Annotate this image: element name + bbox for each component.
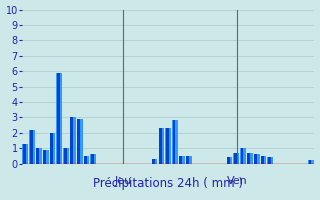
- Bar: [308, 160, 314, 164]
- Bar: [43, 150, 49, 164]
- Bar: [165, 128, 171, 164]
- Bar: [172, 120, 178, 164]
- Bar: [50, 133, 53, 164]
- Bar: [152, 159, 155, 164]
- Bar: [159, 128, 162, 164]
- Bar: [233, 153, 239, 164]
- Bar: [166, 128, 169, 164]
- Bar: [241, 148, 244, 164]
- Bar: [84, 156, 87, 164]
- Bar: [70, 117, 73, 164]
- Bar: [152, 159, 157, 164]
- Bar: [172, 120, 175, 164]
- Bar: [247, 153, 253, 164]
- Bar: [261, 156, 264, 164]
- Bar: [234, 153, 236, 164]
- Bar: [22, 144, 28, 164]
- Bar: [158, 128, 164, 164]
- Bar: [227, 157, 232, 164]
- Bar: [267, 157, 273, 164]
- Bar: [254, 154, 260, 164]
- Bar: [50, 133, 55, 164]
- Bar: [179, 156, 182, 164]
- Bar: [77, 119, 80, 164]
- Bar: [30, 130, 33, 164]
- Bar: [84, 156, 90, 164]
- Bar: [43, 150, 46, 164]
- Bar: [23, 144, 26, 164]
- Bar: [268, 157, 271, 164]
- Bar: [57, 73, 60, 164]
- Bar: [77, 119, 83, 164]
- Bar: [254, 154, 257, 164]
- Text: Jeu: Jeu: [114, 176, 132, 186]
- Bar: [64, 148, 67, 164]
- Bar: [308, 160, 311, 164]
- Bar: [247, 153, 250, 164]
- Bar: [179, 156, 185, 164]
- X-axis label: Précipitations 24h ( mm ): Précipitations 24h ( mm ): [93, 177, 243, 190]
- Bar: [227, 157, 230, 164]
- Bar: [63, 148, 69, 164]
- Bar: [260, 156, 266, 164]
- Text: Ven: Ven: [227, 176, 247, 186]
- Bar: [36, 148, 39, 164]
- Bar: [91, 154, 96, 164]
- Bar: [70, 117, 76, 164]
- Bar: [36, 148, 42, 164]
- Bar: [29, 130, 35, 164]
- Bar: [186, 156, 191, 164]
- Bar: [57, 73, 62, 164]
- Bar: [91, 154, 94, 164]
- Bar: [240, 148, 246, 164]
- Bar: [186, 156, 189, 164]
